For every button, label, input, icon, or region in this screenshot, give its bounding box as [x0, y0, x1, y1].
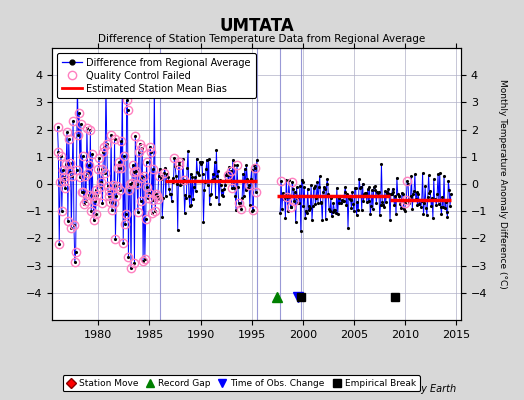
Legend: Station Move, Record Gap, Time of Obs. Change, Empirical Break: Station Move, Record Gap, Time of Obs. C… [62, 375, 420, 392]
Title: UMTATA: UMTATA [220, 17, 294, 35]
Legend: Difference from Regional Average, Quality Control Failed, Estimated Station Mean: Difference from Regional Average, Qualit… [57, 53, 256, 98]
Y-axis label: Monthly Temperature Anomaly Difference (°C): Monthly Temperature Anomaly Difference (… [498, 79, 507, 289]
Text: Berkeley Earth: Berkeley Earth [384, 384, 456, 394]
Text: Difference of Station Temperature Data from Regional Average: Difference of Station Temperature Data f… [99, 34, 425, 44]
